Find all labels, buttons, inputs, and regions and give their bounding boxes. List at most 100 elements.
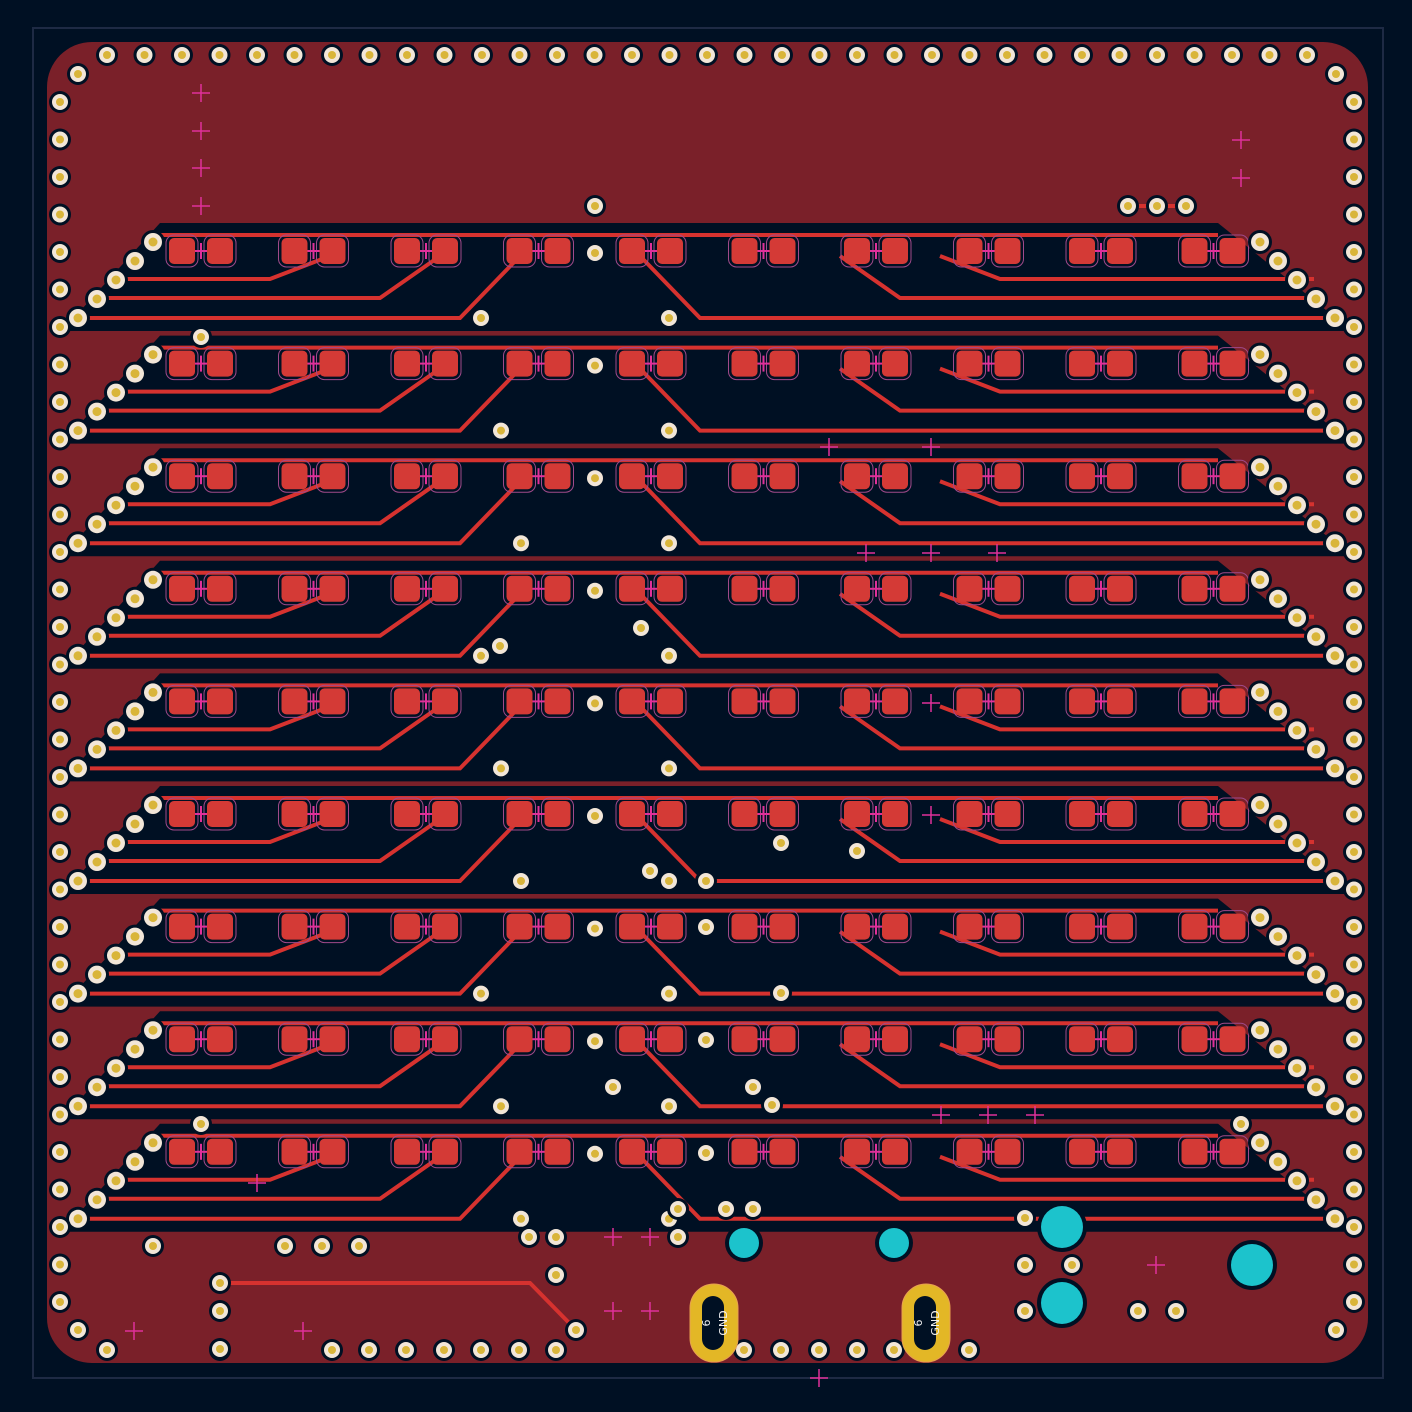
led[interactable]: [278, 910, 349, 944]
led[interactable]: [165, 797, 237, 831]
led[interactable]: [1065, 347, 1137, 381]
large-via[interactable]: [879, 1228, 909, 1258]
led[interactable]: [953, 910, 1024, 944]
led[interactable]: [1065, 1135, 1137, 1169]
led[interactable]: [953, 572, 1024, 606]
led[interactable]: [1065, 572, 1137, 606]
led[interactable]: [840, 797, 912, 831]
led[interactable]: [615, 347, 687, 381]
led[interactable]: [390, 910, 462, 944]
led[interactable]: [1065, 234, 1137, 268]
led[interactable]: [278, 234, 349, 268]
led[interactable]: [728, 797, 799, 831]
led[interactable]: [503, 572, 574, 606]
led[interactable]: [615, 910, 687, 944]
led[interactable]: [840, 234, 912, 268]
led[interactable]: [503, 797, 574, 831]
led[interactable]: [1178, 1135, 1249, 1169]
led[interactable]: [953, 797, 1024, 831]
led[interactable]: [840, 1022, 912, 1056]
led[interactable]: [165, 1135, 237, 1169]
led[interactable]: [503, 234, 574, 268]
led[interactable]: [953, 347, 1024, 381]
led[interactable]: [1065, 797, 1137, 831]
pad: [619, 1026, 645, 1053]
led[interactable]: [278, 572, 349, 606]
led[interactable]: [503, 347, 574, 381]
led[interactable]: [728, 572, 799, 606]
led[interactable]: [278, 347, 349, 381]
led[interactable]: [728, 1135, 799, 1169]
led[interactable]: [278, 797, 349, 831]
led[interactable]: [1178, 459, 1249, 493]
led[interactable]: [953, 684, 1024, 718]
led[interactable]: [278, 684, 349, 718]
led[interactable]: [840, 910, 912, 944]
led[interactable]: [728, 459, 799, 493]
led[interactable]: [840, 684, 912, 718]
led[interactable]: [615, 797, 687, 831]
led[interactable]: [728, 234, 799, 268]
led[interactable]: [165, 684, 237, 718]
led[interactable]: [1178, 910, 1249, 944]
connector-j1[interactable]: 6 GND: [689, 1283, 739, 1363]
led[interactable]: [840, 347, 912, 381]
led[interactable]: [278, 1022, 349, 1056]
led[interactable]: [840, 1135, 912, 1169]
led[interactable]: [1178, 234, 1249, 268]
led[interactable]: [1178, 797, 1249, 831]
led[interactable]: [165, 459, 237, 493]
led[interactable]: [1178, 1022, 1249, 1056]
led[interactable]: [165, 910, 237, 944]
led[interactable]: [390, 1022, 462, 1056]
led[interactable]: [278, 1135, 349, 1169]
led[interactable]: [953, 459, 1024, 493]
led[interactable]: [390, 572, 462, 606]
led[interactable]: [615, 234, 687, 268]
led[interactable]: [503, 1022, 574, 1056]
led[interactable]: [615, 459, 687, 493]
led[interactable]: [503, 1135, 574, 1169]
led[interactable]: [615, 684, 687, 718]
led[interactable]: [953, 1135, 1024, 1169]
led[interactable]: [840, 572, 912, 606]
connector-j2[interactable]: 6 GND: [901, 1283, 951, 1363]
large-via[interactable]: [1231, 1244, 1273, 1286]
led[interactable]: [165, 1022, 237, 1056]
led[interactable]: [840, 459, 912, 493]
led[interactable]: [503, 459, 574, 493]
led[interactable]: [728, 347, 799, 381]
led[interactable]: [728, 910, 799, 944]
led[interactable]: [615, 572, 687, 606]
led[interactable]: [390, 797, 462, 831]
pad: [956, 238, 983, 264]
led[interactable]: [503, 910, 574, 944]
led[interactable]: [728, 684, 799, 718]
led[interactable]: [390, 234, 462, 268]
large-via[interactable]: [729, 1228, 759, 1258]
led[interactable]: [1065, 459, 1137, 493]
large-via[interactable]: [1041, 1282, 1083, 1324]
led[interactable]: [390, 684, 462, 718]
led[interactable]: [390, 347, 462, 381]
large-via[interactable]: [1041, 1206, 1083, 1248]
led[interactable]: [615, 1022, 687, 1056]
led[interactable]: [390, 1135, 462, 1169]
led[interactable]: [1065, 1022, 1137, 1056]
led[interactable]: [728, 1022, 799, 1056]
via-hole: [318, 1242, 326, 1250]
led[interactable]: [1065, 910, 1137, 944]
led[interactable]: [1178, 572, 1249, 606]
led[interactable]: [1178, 347, 1249, 381]
led[interactable]: [165, 347, 237, 381]
led[interactable]: [953, 1022, 1024, 1056]
led[interactable]: [165, 234, 237, 268]
led[interactable]: [278, 459, 349, 493]
led[interactable]: [953, 234, 1024, 268]
led[interactable]: [615, 1135, 687, 1169]
led[interactable]: [165, 572, 237, 606]
led[interactable]: [503, 684, 574, 718]
led[interactable]: [1065, 684, 1137, 718]
led[interactable]: [1178, 684, 1249, 718]
led[interactable]: [390, 459, 462, 493]
